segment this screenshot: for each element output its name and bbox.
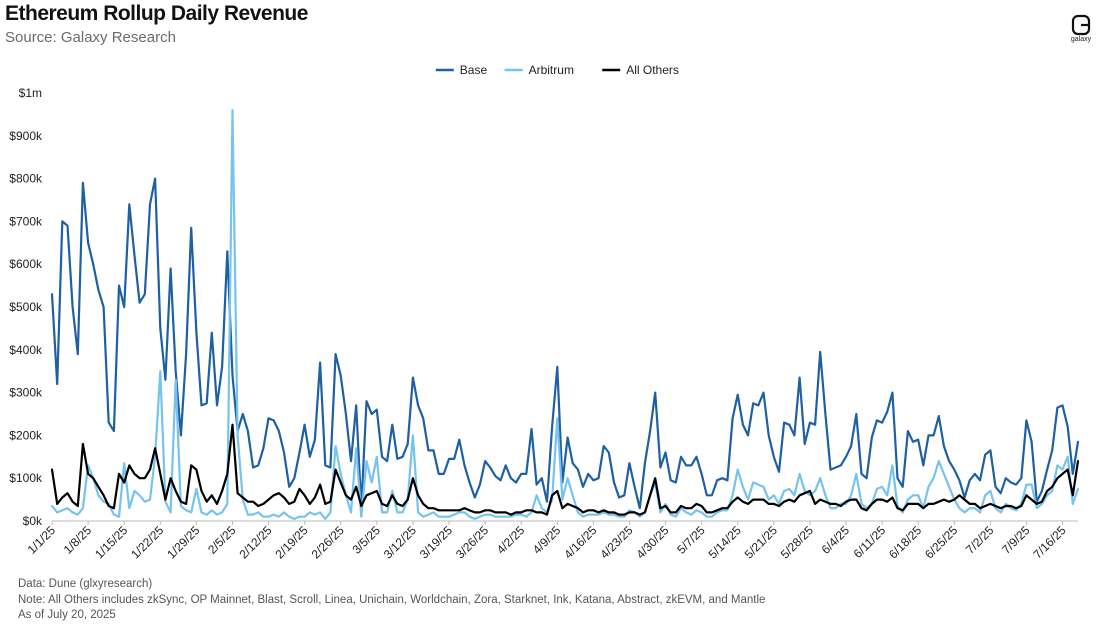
series-line-base xyxy=(50,177,1080,510)
chart-title: Ethereum Rollup Daily Revenue xyxy=(5,2,308,25)
y-tick-label: $0k xyxy=(23,514,43,528)
series-line-all-others xyxy=(50,423,1080,516)
x-tick-label: 1/1/25 xyxy=(25,523,59,557)
x-tick-label: 5/14/25 xyxy=(706,523,744,561)
footer-notes: Data: Dune (glxyresearch) Note: All Othe… xyxy=(18,577,765,624)
footer-as-of: As of July 20, 2025 xyxy=(18,609,116,621)
x-tick-label: 1/8/25 xyxy=(61,523,95,557)
x-tick-label: 1/15/25 xyxy=(92,523,130,561)
series-line-arbitrum xyxy=(50,108,1080,521)
x-tick-label: 6/11/25 xyxy=(851,523,889,561)
y-tick-label: $700k xyxy=(9,214,43,228)
y-tick-label: $300k xyxy=(9,386,43,400)
footer-data-source: Data: Dune (glxyresearch) xyxy=(18,578,153,590)
x-tick-label: 3/19/25 xyxy=(417,523,455,561)
x-tick-label: 5/7/25 xyxy=(674,523,708,557)
legend-label-arbitrum: Arbitrum xyxy=(529,63,574,77)
y-tick-label: $500k xyxy=(9,300,43,314)
x-tick-label: 3/26/25 xyxy=(453,523,491,561)
x-tick-label: 7/16/25 xyxy=(1030,523,1068,561)
x-tick-label: 2/12/25 xyxy=(236,523,274,561)
x-tick-label: 6/18/25 xyxy=(886,523,924,561)
logo-wordmark: galaxy xyxy=(1070,36,1092,43)
x-tick-label: 4/23/25 xyxy=(597,523,635,561)
y-tick-label: $800k xyxy=(9,172,43,186)
x-tick-label: 6/4/25 xyxy=(819,523,853,557)
galaxy-logo-icon xyxy=(1071,14,1091,36)
x-tick-label: 4/2/25 xyxy=(494,523,528,557)
x-tick-label: 2/19/25 xyxy=(273,523,311,561)
y-tick-label: $100k xyxy=(9,471,43,485)
y-tick-label: $1m xyxy=(19,86,42,100)
y-tick-label: $400k xyxy=(9,343,43,357)
x-tick-label: 2/26/25 xyxy=(309,523,347,561)
x-tick-label: 1/22/25 xyxy=(128,523,166,561)
y-tick-label: $600k xyxy=(9,257,43,271)
x-tick-label: 5/28/25 xyxy=(778,523,816,561)
chart-subtitle: Source: Galaxy Research xyxy=(5,29,176,46)
x-tick-label: 4/30/25 xyxy=(633,523,671,561)
x-tick-label: 4/16/25 xyxy=(561,523,599,561)
x-tick-label: 7/2/25 xyxy=(963,523,997,557)
y-tick-label: $200k xyxy=(9,428,43,442)
x-tick-label: 1/29/25 xyxy=(164,523,202,561)
x-tick-label: 4/9/25 xyxy=(530,523,564,557)
x-tick-label: 6/25/25 xyxy=(922,523,960,561)
x-tick-label: 3/5/25 xyxy=(349,523,383,557)
legend-label-base: Base xyxy=(460,63,488,77)
footer-note: Note: All Others includes zkSync, OP Mai… xyxy=(18,593,766,606)
x-tick-label: 3/12/25 xyxy=(381,523,419,561)
legend-label-all-others: All Others xyxy=(626,63,679,77)
x-tick-label: 5/21/25 xyxy=(742,523,780,561)
x-tick-label: 7/9/25 xyxy=(999,523,1033,557)
x-tick-label: 2/5/25 xyxy=(205,523,239,557)
y-tick-label: $900k xyxy=(9,129,43,143)
